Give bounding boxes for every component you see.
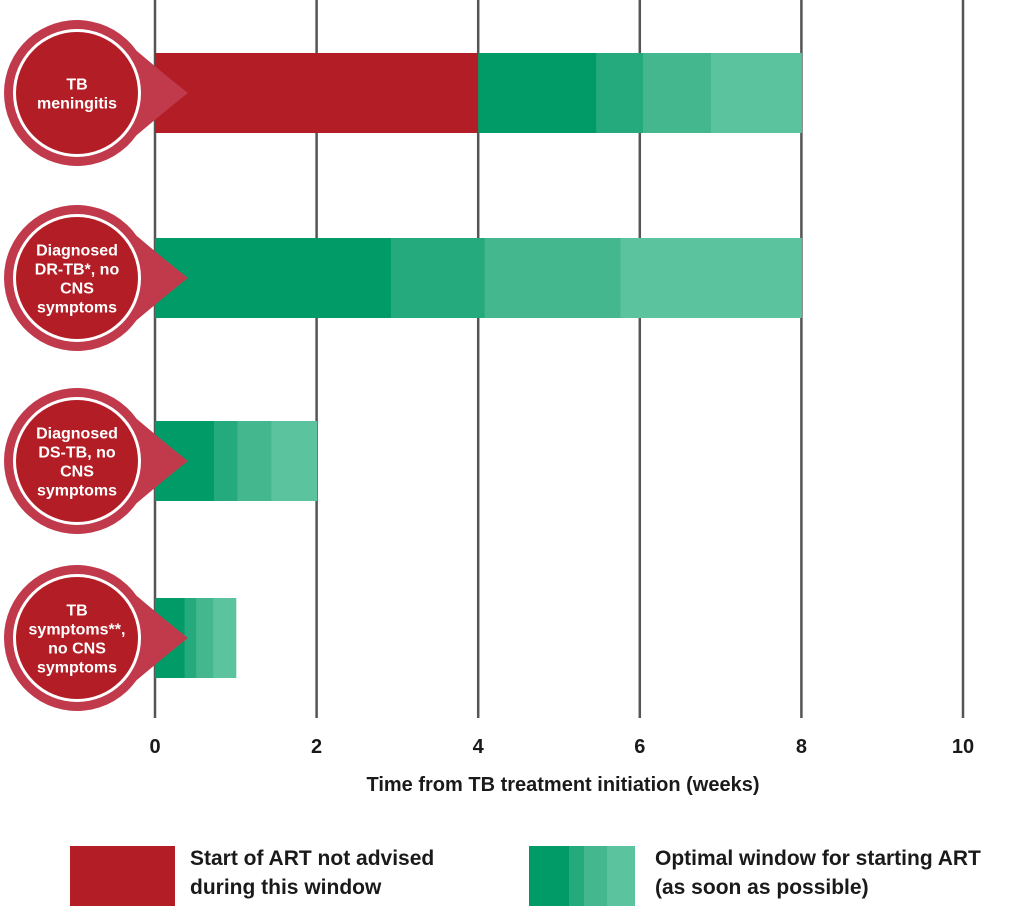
x-tick-2: 2 [311, 736, 322, 758]
bars [155, 53, 802, 678]
badge-inner [16, 400, 138, 522]
x-axis-label: Time from TB treatment initiation (weeks… [366, 774, 759, 796]
category-label-0-line-0: TB [66, 77, 87, 94]
category-label-2-line-0: Diagnosed [36, 426, 118, 443]
bar-optimal-3-band-2 [196, 598, 214, 678]
category-label-3-line-1: symptoms**, [29, 622, 126, 639]
legend-label-optimal: Optimal window for starting ART (as soon… [655, 847, 981, 899]
category-label-2-line-1: DS-TB, no [38, 445, 116, 462]
category-label-1-line-3: symptoms [37, 300, 117, 317]
x-tick-0: 0 [149, 736, 160, 758]
category-label-2-line-3: symptoms [37, 483, 117, 500]
badge-inner [16, 577, 138, 699]
category-badge-2: Diagnosed DS-TB, no CNS symptoms [3, 387, 189, 534]
bar-optimal-0-band-0 [478, 53, 597, 133]
bar-optimal-1-band-2 [484, 238, 621, 318]
badge-inner [16, 32, 138, 154]
bar-optimal-1-band-0 [155, 238, 392, 318]
bar-optimal-0-band-2 [643, 53, 712, 133]
bar-optimal-3-band-1 [184, 598, 197, 678]
category-label-3-line-2: no CNS [48, 641, 106, 658]
category-label-1-line-2: CNS [60, 281, 94, 298]
bar-optimal-2-band-2 [237, 421, 272, 501]
category-label-1-line-0: Diagnosed [36, 243, 118, 260]
bar-optimal-0-band-1 [596, 53, 644, 133]
legend-swatch-not-advised [70, 846, 175, 906]
category-badges: TB meningitis Diagnosed DR-TB*, no CNS sympto… [3, 20, 189, 711]
category-badge-1: Diagnosed DR-TB*, no CNS symptoms [4, 204, 189, 351]
category-label-0-line-1: meningitis [37, 96, 117, 113]
x-axis-ticks: 0 2 4 6 8 10 [149, 736, 974, 758]
category-label-2-line-2: CNS [60, 464, 94, 481]
bar-not-advised-0 [155, 53, 479, 133]
bar-optimal-1-band-3 [620, 238, 802, 318]
category-badge-0: TB meningitis [4, 20, 189, 167]
category-label-3-line-0: TB [66, 603, 87, 620]
x-tick-6: 6 [634, 736, 645, 758]
x-tick-4: 4 [473, 736, 485, 758]
category-label-1-line-1: DR-TB*, no [35, 262, 120, 279]
x-tick-10: 10 [952, 736, 974, 758]
legend-label-not-advised: Start of ART not advised during this win… [190, 847, 435, 899]
x-tick-8: 8 [796, 736, 807, 758]
badge-inner [16, 217, 138, 339]
legend-swatch-optimal [529, 846, 635, 906]
bar-optimal-3-band-3 [213, 598, 237, 678]
category-label-3-line-3: symptoms [37, 660, 117, 677]
bar-optimal-2-band-1 [213, 421, 238, 501]
bar-optimal-1-band-1 [390, 238, 486, 318]
bar-optimal-0-band-3 [710, 53, 802, 133]
bar-optimal-2-band-3 [271, 421, 318, 501]
category-badge-3: TB symptoms**, no CNS symptoms [4, 565, 189, 711]
chart-area: TB meningitis Diagnosed DR-TB*, no CNS sympto… [3, 0, 974, 796]
